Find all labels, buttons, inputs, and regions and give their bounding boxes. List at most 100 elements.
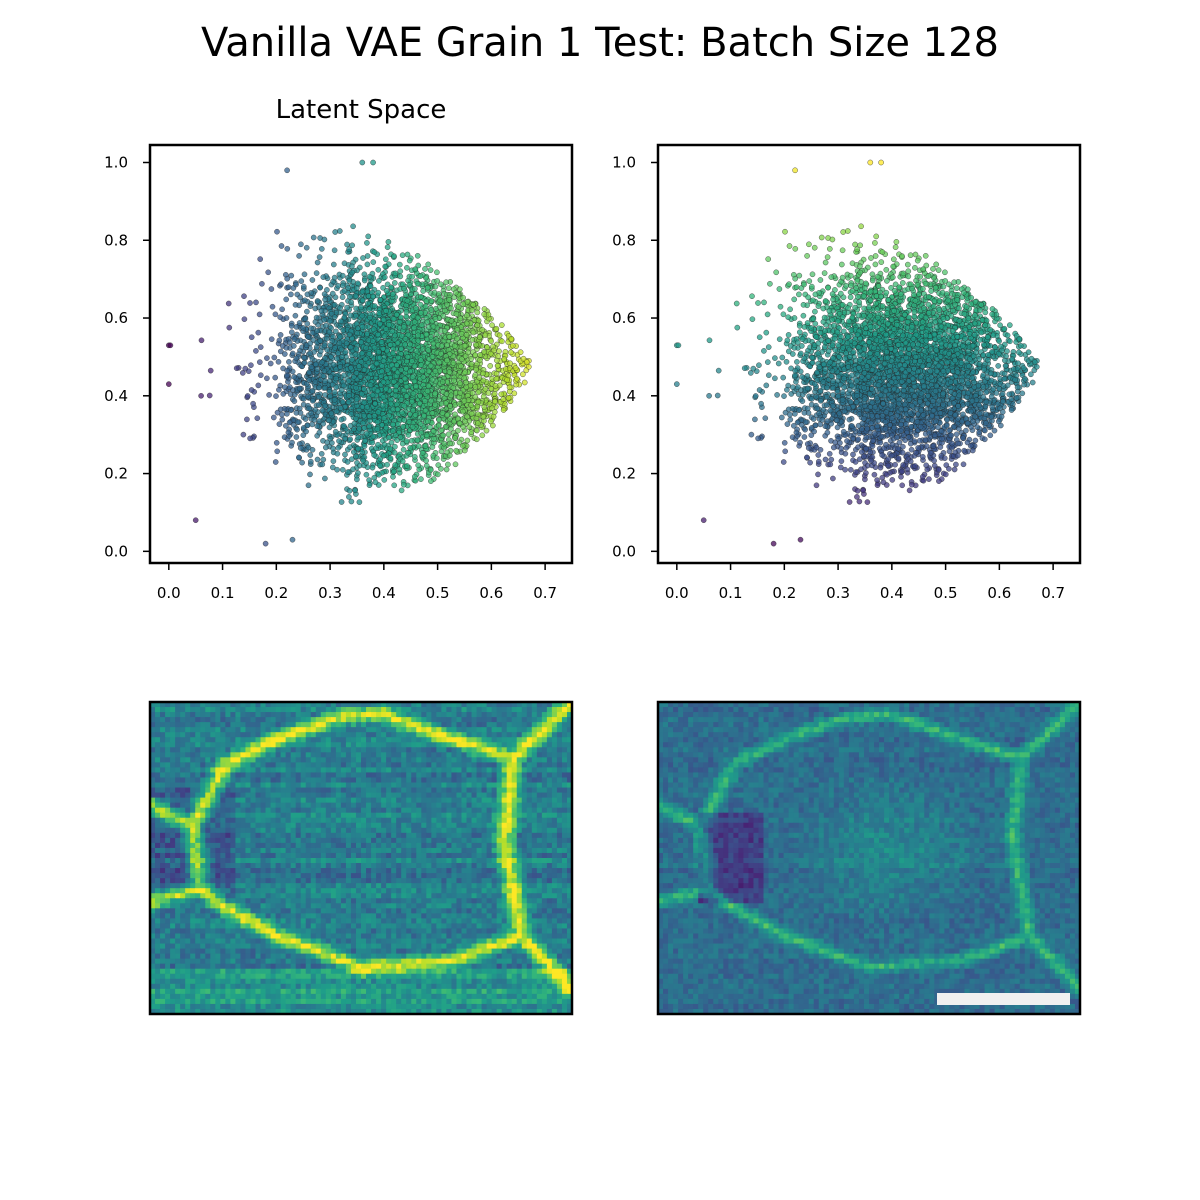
scatter-point (920, 454, 926, 460)
scatter-point (289, 439, 295, 446)
scatter-point (349, 356, 355, 363)
scatter-point (326, 318, 333, 324)
scatter-point (422, 398, 428, 404)
scatter-point (366, 413, 373, 420)
scatter-point (375, 289, 382, 296)
x-tick-label: 0.1 (211, 584, 235, 602)
scatter-point (479, 327, 486, 333)
scatter-point (327, 373, 334, 380)
scatter-point (441, 440, 447, 447)
scatter-point (402, 341, 408, 348)
scatter-point (167, 342, 174, 349)
scatter-point (462, 418, 468, 425)
scatter-point (418, 357, 424, 363)
scatter-point (283, 345, 290, 351)
scatter-point (443, 279, 449, 285)
scatter-point (363, 345, 369, 351)
scatter-point (483, 427, 490, 434)
scatter-point (409, 398, 415, 405)
scatter-point (370, 433, 377, 440)
scatter-point (487, 363, 493, 369)
scatter-point (278, 281, 284, 287)
scatter-point (347, 312, 354, 319)
scatter-point (294, 426, 300, 433)
scatter-point (367, 283, 374, 289)
scatter-point (277, 332, 284, 338)
scatter-point (420, 288, 426, 294)
scatter-point (322, 392, 328, 398)
scatter-point (371, 452, 377, 458)
scatter-point (344, 241, 350, 248)
scatter-point (322, 475, 328, 482)
scatter-point (372, 479, 379, 486)
scatter-point (337, 228, 343, 234)
scatter-point (460, 295, 466, 301)
scatter-point (391, 482, 397, 489)
scatter-point (363, 471, 370, 478)
y-tick-label: 1.0 (104, 153, 128, 171)
scatter-point (379, 402, 386, 409)
scatter-point (323, 444, 329, 451)
scatter-point (353, 346, 360, 352)
scatter-point (361, 386, 367, 392)
scatter-point (809, 271, 816, 278)
scatter-point (380, 452, 387, 459)
scatter-point (397, 261, 403, 268)
scatter-point (348, 411, 355, 417)
scatter-point (404, 251, 411, 258)
scatter-point (401, 481, 407, 488)
scatter-point (455, 304, 462, 310)
scatter-point (291, 398, 298, 404)
scatter-point (776, 336, 783, 342)
scatter-point (332, 345, 338, 351)
scatter-point (412, 266, 419, 272)
scatter-point (443, 391, 450, 397)
scatter-point (763, 329, 770, 336)
scatter-point (307, 471, 313, 478)
scatter-point (414, 437, 421, 443)
scatter-point (342, 451, 348, 458)
scatter-point (473, 366, 479, 373)
scatter-point (436, 359, 443, 366)
scatter-point (495, 353, 501, 359)
scatter-point (779, 414, 785, 421)
scatter-point (312, 305, 319, 312)
scatter-point (292, 302, 299, 308)
scatter-point (276, 337, 283, 344)
scatter-point (333, 384, 339, 391)
scatter-point (868, 255, 874, 261)
scatter-point (404, 463, 410, 469)
scatter-point (417, 273, 424, 279)
scatter-point (392, 332, 398, 339)
scatter-point (334, 466, 340, 473)
scatter-point (298, 241, 304, 248)
scatter-point (421, 413, 427, 419)
scatter-point (346, 278, 353, 284)
scatter-point (437, 297, 444, 304)
scatter-point (257, 359, 263, 365)
scatter-point (322, 403, 328, 409)
scatter-point (361, 277, 368, 284)
scatter-point (398, 396, 404, 403)
scatter-point (296, 253, 302, 259)
scatter-point (318, 308, 325, 314)
scatter-point (355, 445, 361, 452)
latent-space-scatter-x-colored: Latent Space 0.0 0.1 0.2 0.3 0.4 0.5 0.6 0.7 0.… (104, 95, 574, 602)
scatter-point (410, 313, 417, 319)
scatter-point (347, 294, 353, 300)
scatter-point (428, 298, 435, 304)
figure-title: Vanilla VAE Grain 1 Test: Batch Size 128 (201, 20, 999, 66)
scatter-point (392, 270, 399, 277)
scatter-point (474, 427, 480, 434)
scatter-point (274, 228, 280, 235)
scatter-point (447, 440, 453, 447)
scatter-point (266, 392, 272, 398)
scatter-point (374, 388, 381, 395)
scatter-point (438, 427, 444, 434)
scatter-point (309, 398, 316, 404)
scatter-point (428, 467, 434, 473)
scatter-point (247, 300, 253, 306)
scatter-point (321, 236, 328, 243)
scatter-point (445, 431, 452, 438)
scatter-point (434, 455, 440, 461)
